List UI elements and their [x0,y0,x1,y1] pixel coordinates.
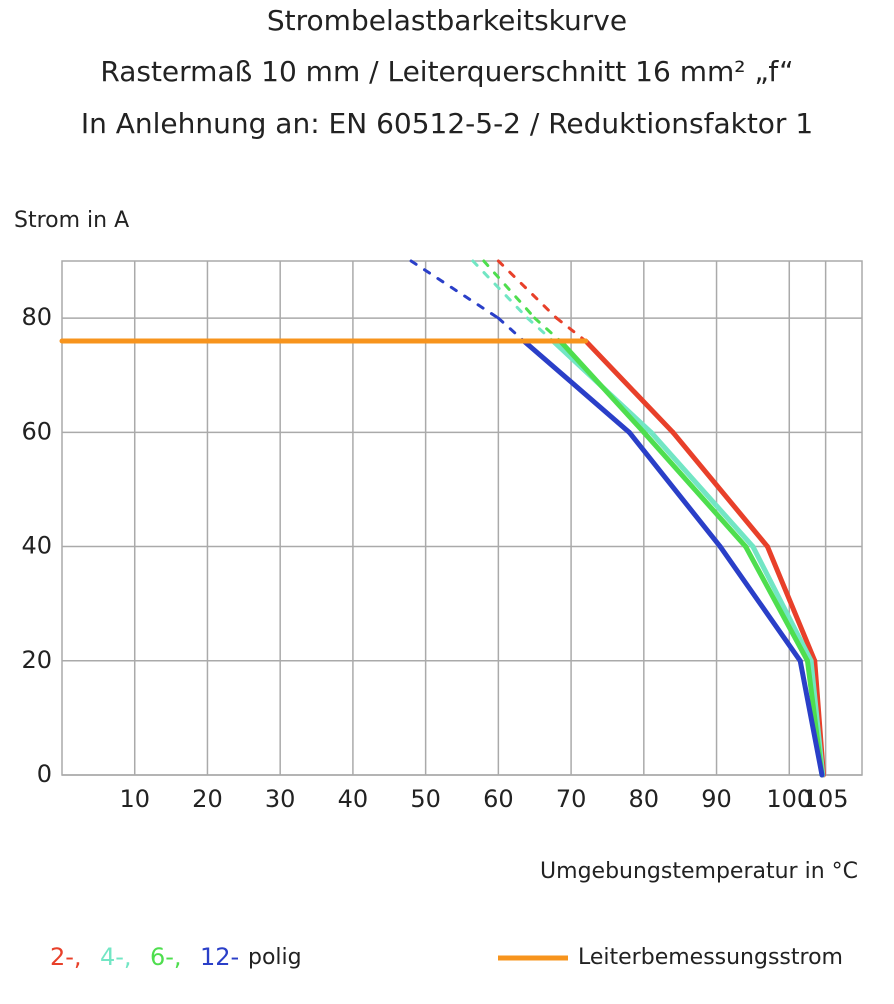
series-line [797,658,825,778]
series-line [471,259,529,320]
series-line [482,259,537,320]
legend-label: Leiterbemessungsstrom [578,945,843,970]
series-line [717,544,803,664]
x-tick-label: 80 [629,785,660,813]
y-tick-label: 0 [37,760,52,788]
series-line [626,429,723,550]
y-tick-label: 20 [21,646,52,674]
series-line [670,429,770,550]
y-tick-label: 60 [21,417,52,445]
legend-label: polig [248,945,302,970]
x-tick-label: 50 [410,785,441,813]
legend-label: 4-, [100,943,132,971]
series-line [583,338,676,435]
series-line [533,316,562,343]
series-line [525,316,555,343]
series-line [496,259,559,320]
x-tick-label: 70 [556,785,587,813]
x-tick-label: 10 [119,785,150,813]
x-tick-label: 20 [192,785,223,813]
series-line [648,429,756,550]
legend-label: 12- [200,943,239,971]
x-tick-label: 30 [265,785,296,813]
chart-subtitle: In Anlehnung an: EN 60512-5-2 / Reduktio… [81,107,813,140]
series-line [764,544,818,664]
series-line [555,316,588,343]
x-tick-label: 105 [803,785,849,813]
series-line [521,338,632,435]
series-line [641,429,749,550]
y-tick-label: 40 [21,532,52,560]
y-tick-label: 80 [21,303,52,331]
chart-subtitle: Rastermaß 10 mm / Leiterquerschnitt 16 m… [100,55,793,88]
x-axis-label: Umgebungstemperatur in °C [540,859,858,884]
x-tick-label: 40 [338,785,369,813]
x-tick-label: 90 [701,785,732,813]
chart-title: Strombelastbarkeitskurve [267,4,627,37]
legend-label: 6-, [150,943,182,971]
y-axis-label: Strom in A [14,208,129,233]
legend-label: 2-, [50,943,82,971]
series-line [743,544,810,664]
series-line [409,259,500,320]
x-tick-label: 100 [766,785,812,813]
series-line [557,338,647,435]
x-tick-label: 60 [483,785,514,813]
series-line [750,544,814,664]
series-line [496,316,526,343]
